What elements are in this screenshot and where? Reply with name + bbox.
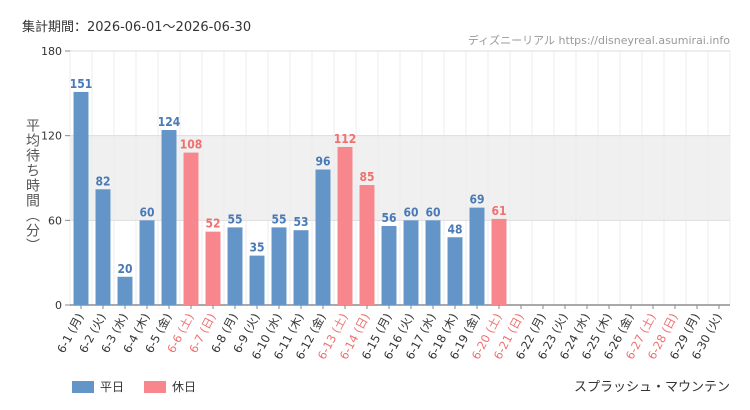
y-tick-label: 120 [41,130,62,143]
legend-item-holiday[interactable]: 休日 [144,378,196,395]
data-label: 60 [139,205,154,219]
bar [139,220,155,305]
data-label: 60 [425,205,440,219]
data-label: 85 [359,170,374,184]
data-label: 20 [117,262,132,276]
legend-swatch-holiday [144,380,167,393]
legend-swatch-weekday [72,380,94,393]
bar [403,220,419,305]
bar [315,169,331,305]
data-label: 124 [158,115,181,129]
bar [205,231,221,305]
bar [249,255,265,305]
legend-item-weekday[interactable]: 平日 [72,378,124,395]
bar [359,185,375,305]
data-label: 108 [180,138,203,152]
bar [425,220,441,305]
bar [447,237,463,305]
period-label: 集計期間：2026-06-01～2026-06-30 [22,20,252,35]
bar [95,189,111,305]
y-tick-label: 0 [55,299,62,312]
y-axis-title-box: 平均待ち時間（分） [14,100,50,270]
bar [161,130,177,305]
data-label: 55 [271,212,286,226]
data-label: 112 [334,132,357,146]
data-label: 60 [403,205,418,219]
legend-label-holiday: 休日 [172,380,197,394]
bar [227,227,243,305]
bar [337,146,353,305]
data-label: 48 [447,222,462,236]
y-tick-label: 180 [41,45,62,58]
bar [117,276,133,305]
bar [183,152,199,305]
y-tick-label: 60 [48,214,62,227]
data-label: 55 [227,212,242,226]
data-label: 82 [95,174,110,188]
bar [469,207,485,305]
data-label: 56 [381,211,396,225]
site-credit: ディズニーリアル https://disneyreal.asumirai.inf… [467,34,730,47]
legend: 平日 休日 [72,378,196,395]
bar [271,227,287,305]
legend-label-weekday: 平日 [100,380,125,394]
bar [73,91,89,305]
bar [491,218,507,305]
data-label: 61 [491,204,506,218]
data-label: 53 [293,215,308,229]
bar [381,225,397,305]
data-label: 35 [249,241,264,255]
y-axis-title: 平均待ち時間（分） [24,117,40,253]
data-label: 96 [315,155,330,169]
data-label: 69 [469,193,484,207]
data-label: 52 [205,217,220,231]
bar [293,230,309,305]
attraction-name: スプラッシュ・マウンテン [573,380,730,395]
data-label: 151 [70,77,93,91]
